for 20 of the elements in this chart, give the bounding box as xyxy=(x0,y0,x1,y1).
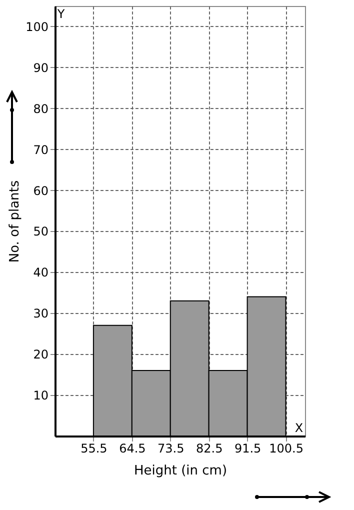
annotation: Y xyxy=(56,7,66,21)
y-tick-label: 70 xyxy=(33,142,48,157)
annotation: X xyxy=(294,421,304,435)
x-axis-title: Height (in cm) xyxy=(134,464,228,478)
y-tick-label: 50 xyxy=(33,224,48,239)
y-axis-title: No. of plants xyxy=(8,180,23,263)
x-tick-label: 91.5 xyxy=(234,442,262,456)
x-tick-label: 64.5 xyxy=(119,442,146,456)
y-tick-label: 80 xyxy=(33,102,48,116)
x-tick-label: 73.5 xyxy=(158,442,184,456)
x-tick-label: 55.5 xyxy=(80,442,108,456)
x-tick-label: 82.5 xyxy=(196,442,223,456)
y-tick-label: 60 xyxy=(33,184,48,198)
y-tick-label: 100 xyxy=(26,20,48,34)
y-tick-label: 40 xyxy=(33,266,48,280)
x-tick-label: 100.5 xyxy=(269,442,304,456)
y-tick-label: 10 xyxy=(33,388,48,403)
y-tick-label: 20 xyxy=(33,348,48,362)
y-tick-label: 90 xyxy=(33,60,48,75)
y-tick-label: 30 xyxy=(33,306,48,321)
